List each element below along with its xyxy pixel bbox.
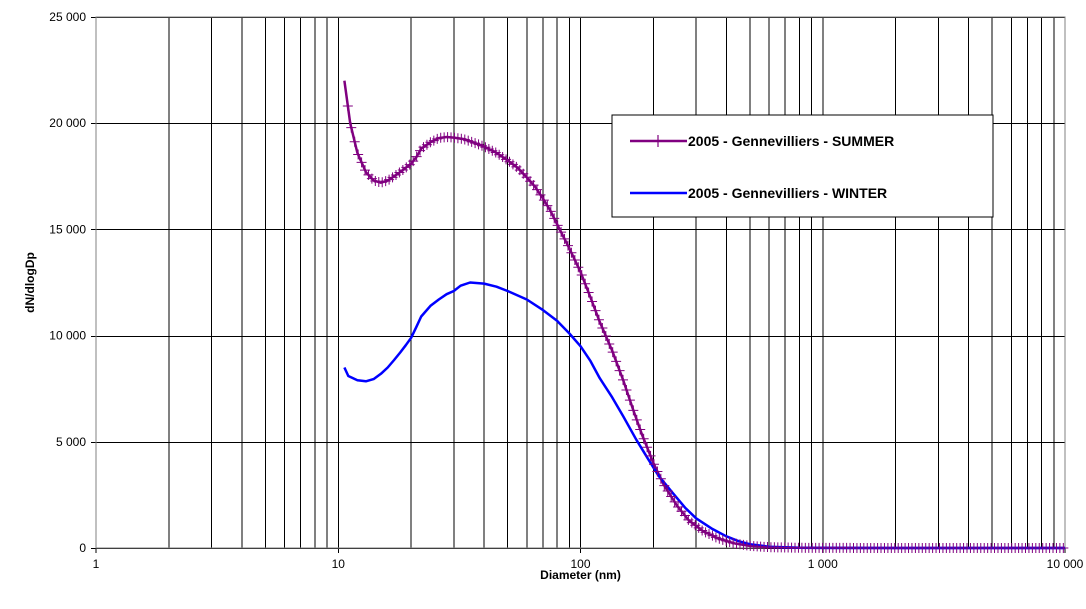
legend-label-winter: 2005 - Gennevilliers - WINTER	[688, 185, 887, 201]
summer-point-marker	[535, 189, 546, 200]
summer-point-marker	[618, 374, 629, 385]
summer-point-marker	[532, 184, 543, 195]
y-tick-label: 25 000	[49, 10, 86, 24]
summer-point-marker	[662, 486, 673, 497]
summer-point-marker	[549, 213, 560, 224]
summer-point-marker	[642, 442, 653, 453]
summer-point-marker	[593, 314, 604, 325]
summer-point-marker	[631, 414, 642, 425]
summer-point-marker	[614, 365, 625, 376]
summer-point-marker	[645, 450, 656, 461]
tick-labels: 0 5 000 10 000 15 000 20 000 25 000 1 10 100 1 00…	[49, 10, 1083, 571]
series-markers	[342, 100, 1069, 553]
summer-point-marker	[353, 149, 364, 160]
summer-point-marker	[611, 356, 622, 367]
summer-point-marker	[342, 100, 353, 111]
legend: 2005 - Gennevilliers - SUMMER 2005 - Gen…	[611, 114, 994, 218]
summer-point-marker	[590, 305, 601, 316]
legend-marker-summer	[652, 135, 664, 147]
summer-point-marker	[628, 405, 639, 416]
plot-area-frame	[95, 16, 1066, 549]
legend-box	[611, 114, 994, 218]
summer-point-marker	[552, 220, 563, 231]
summer-point-marker	[600, 330, 611, 341]
summer-point-marker	[545, 206, 556, 217]
summer-point-marker	[349, 136, 360, 147]
x-axis-title: Diameter (nm)	[540, 568, 621, 582]
summer-point-marker	[1058, 543, 1069, 553]
x-tick-label: 100	[570, 557, 590, 571]
y-axis-title: dN/dlogDp	[23, 252, 37, 313]
summer-point-marker	[538, 195, 549, 206]
summer-point-marker	[356, 157, 367, 168]
series-line-winter	[343, 281, 1065, 550]
y-tick-label: 0	[79, 541, 86, 555]
x-tick-label: 1	[93, 557, 100, 571]
grid-lines	[91, 17, 1066, 553]
summer-point-marker	[621, 384, 632, 395]
x-tick-label: 1 000	[808, 557, 838, 571]
summer-point-marker	[542, 200, 553, 211]
x-tick-label: 10	[332, 557, 346, 571]
y-tick-label: 15 000	[49, 222, 86, 236]
legend-label-summer: 2005 - Gennevilliers - SUMMER	[688, 133, 894, 149]
y-tick-label: 20 000	[49, 116, 86, 130]
summer-point-marker	[659, 480, 670, 491]
summer-point-marker	[638, 433, 649, 444]
summer-point-marker	[604, 338, 615, 349]
summer-point-marker	[411, 151, 422, 162]
summer-point-marker	[587, 296, 598, 307]
y-tick-label: 5 000	[56, 435, 86, 449]
summer-point-marker	[573, 262, 584, 273]
x-tick-label: 10 000	[1047, 557, 1084, 571]
summer-point-marker	[576, 270, 587, 281]
summer-point-marker	[559, 233, 570, 244]
summer-point-marker	[669, 496, 680, 507]
summer-point-marker	[655, 473, 666, 484]
summer-point-marker	[666, 491, 677, 502]
summer-point-marker	[583, 287, 594, 298]
legend-plus-marker	[652, 135, 664, 147]
summer-point-marker	[556, 227, 567, 238]
summer-point-marker	[648, 459, 659, 470]
summer-point-marker	[346, 122, 357, 133]
summer-point-marker	[635, 424, 646, 435]
summer-point-marker	[580, 278, 591, 289]
summer-point-marker	[607, 347, 618, 358]
summer-point-marker	[562, 240, 573, 251]
summer-point-marker	[624, 395, 635, 406]
summer-point-marker	[652, 466, 663, 477]
summer-point-marker	[569, 254, 580, 265]
y-tick-label: 10 000	[49, 329, 86, 343]
summer-point-marker	[597, 323, 608, 334]
summer-point-marker	[566, 247, 577, 258]
